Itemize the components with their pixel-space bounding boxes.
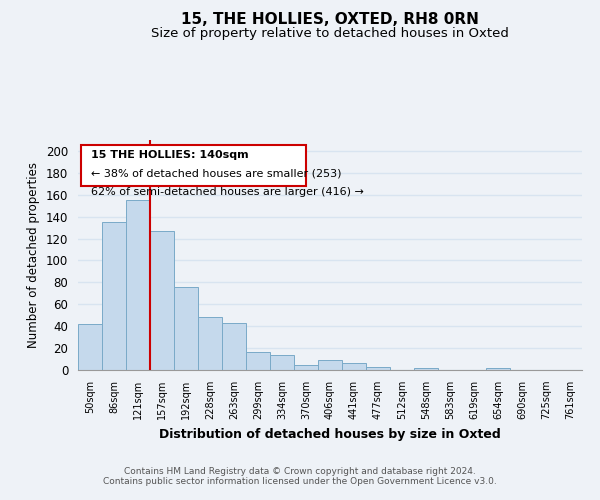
Text: Contains public sector information licensed under the Open Government Licence v3: Contains public sector information licen… [103, 477, 497, 486]
Bar [246, 352, 270, 370]
Text: ← 38% of detached houses are smaller (253): ← 38% of detached houses are smaller (25… [91, 168, 341, 178]
Bar [318, 360, 342, 370]
Bar [342, 364, 366, 370]
Bar [174, 287, 198, 370]
Text: 15, THE HOLLIES, OXTED, RH8 0RN: 15, THE HOLLIES, OXTED, RH8 0RN [181, 12, 479, 28]
Text: Contains HM Land Registry data © Crown copyright and database right 2024.: Contains HM Land Registry data © Crown c… [124, 467, 476, 476]
X-axis label: Distribution of detached houses by size in Oxted: Distribution of detached houses by size … [159, 428, 501, 440]
Bar [294, 364, 318, 370]
Text: Size of property relative to detached houses in Oxted: Size of property relative to detached ho… [151, 28, 509, 40]
Bar [102, 222, 126, 370]
Y-axis label: Number of detached properties: Number of detached properties [28, 162, 40, 348]
Bar [222, 323, 246, 370]
Bar [414, 368, 438, 370]
Text: 62% of semi-detached houses are larger (416) →: 62% of semi-detached houses are larger (… [91, 187, 364, 197]
Text: 15 THE HOLLIES: 140sqm: 15 THE HOLLIES: 140sqm [91, 150, 248, 160]
Bar [486, 368, 510, 370]
FancyBboxPatch shape [81, 146, 306, 186]
Bar [126, 200, 150, 370]
Bar [150, 231, 174, 370]
Bar [198, 318, 222, 370]
Bar [270, 354, 294, 370]
Bar [78, 324, 102, 370]
Bar [366, 366, 390, 370]
